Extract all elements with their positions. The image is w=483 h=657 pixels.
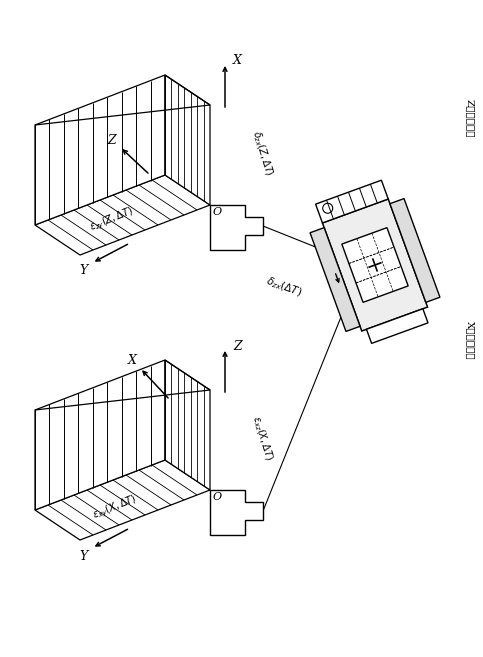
Text: $\delta_{zx}(Z,\Delta T)$: $\delta_{zx}(Z,\Delta T)$ (249, 129, 275, 177)
Text: Z: Z (233, 340, 242, 353)
Polygon shape (390, 198, 440, 302)
Polygon shape (35, 360, 165, 510)
Text: X: X (233, 55, 242, 68)
Text: X向导轨轴线: X向导轨轴线 (466, 321, 474, 359)
Polygon shape (210, 205, 263, 250)
Text: Z向导轨轴线: Z向导轨轴线 (466, 99, 474, 137)
Polygon shape (315, 180, 388, 223)
Polygon shape (35, 75, 165, 225)
Polygon shape (210, 490, 263, 535)
Text: $\varepsilon_{zy}(Z,\Delta T)$: $\varepsilon_{zy}(Z,\Delta T)$ (88, 205, 136, 235)
Text: O: O (213, 492, 222, 502)
Polygon shape (35, 175, 210, 255)
Text: $\delta_{zx}(\Delta T)$: $\delta_{zx}(\Delta T)$ (264, 274, 304, 300)
Polygon shape (367, 309, 428, 344)
Text: Z: Z (108, 133, 116, 147)
Polygon shape (342, 228, 408, 302)
Text: X: X (128, 355, 136, 367)
Polygon shape (310, 227, 360, 331)
Polygon shape (35, 460, 210, 540)
Text: Y: Y (80, 265, 88, 277)
Polygon shape (323, 199, 427, 331)
Text: $\varepsilon_{xy}(X,\Delta T)$: $\varepsilon_{xy}(X,\Delta T)$ (91, 493, 139, 524)
Text: O: O (213, 207, 222, 217)
Polygon shape (165, 75, 210, 205)
Text: $\varepsilon_{xz}(X,\Delta T)$: $\varepsilon_{xz}(X,\Delta T)$ (249, 414, 275, 462)
Text: Y: Y (80, 549, 88, 562)
Polygon shape (165, 360, 210, 490)
